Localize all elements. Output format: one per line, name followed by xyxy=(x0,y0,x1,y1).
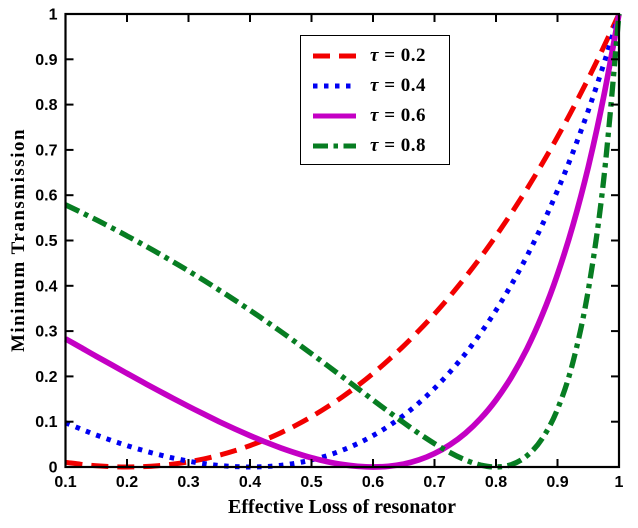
x-tick-label: 0.4 xyxy=(239,474,261,491)
x-tick-label: 0.1 xyxy=(54,474,76,491)
y-tick-label: 0.2 xyxy=(35,369,57,386)
legend-value-text: = 0.8 xyxy=(378,135,427,156)
legend-value-text: = 0.6 xyxy=(378,105,427,126)
y-tick-label: 0.7 xyxy=(35,142,57,159)
curve-tau-0.6 xyxy=(64,13,622,470)
x-tick-label: 0.5 xyxy=(300,474,322,491)
legend-value-text: = 0.4 xyxy=(378,75,427,96)
legend-label: τ = 0.8 xyxy=(370,135,426,157)
legend-label: τ = 0.6 xyxy=(370,105,426,127)
legend-item-tau-0.6: τ = 0.6 xyxy=(312,101,449,131)
y-tick-label: 0.8 xyxy=(35,97,57,114)
tau-symbol: τ xyxy=(370,45,379,66)
y-tick-label: 0.6 xyxy=(35,188,57,205)
legend-item-tau-0.2: τ = 0.2 xyxy=(312,41,449,71)
x-axis-title: Effective Loss of resonator xyxy=(228,496,456,518)
tau-symbol: τ xyxy=(370,105,379,126)
legend-line-sample-dotted-blue xyxy=(313,83,356,89)
x-tick-label: 1 xyxy=(615,474,624,491)
y-tick-label: 0.5 xyxy=(35,233,57,250)
y-tick-label: 0.4 xyxy=(35,278,57,295)
legend-item-tau-0.8: τ = 0.8 xyxy=(312,131,449,161)
tau-symbol: τ xyxy=(370,75,379,96)
legend-label: τ = 0.4 xyxy=(370,75,426,97)
curve-tau-0.8 xyxy=(64,13,622,470)
legend-item-tau-0.4: τ = 0.4 xyxy=(312,71,449,101)
y-tick-label: 0 xyxy=(49,460,58,477)
x-tick-label: 0.9 xyxy=(546,474,568,491)
y-tick-label: 0.1 xyxy=(35,414,57,431)
legend: τ = 0.2 τ = 0.4 τ = 0.6 τ = 0.8 xyxy=(300,35,450,165)
x-tick-label: 0.8 xyxy=(485,474,507,491)
y-axis-title: Minimum Transmission xyxy=(8,127,29,353)
legend-value-text: = 0.2 xyxy=(378,45,427,66)
x-tick-label: 0.3 xyxy=(177,474,199,491)
x-tick-label: 0.7 xyxy=(423,474,445,491)
legend-line-sample-dashdot-green xyxy=(313,143,356,149)
legend-label: τ = 0.2 xyxy=(370,45,426,67)
y-tick-label: 0.3 xyxy=(35,324,57,341)
legend-line-sample-dashed-red xyxy=(313,53,356,59)
y-tick-label: 1 xyxy=(49,7,58,24)
x-tick-label: 0.2 xyxy=(116,474,138,491)
x-tick-label: 0.6 xyxy=(362,474,384,491)
y-tick-label: 0.9 xyxy=(35,52,57,69)
tau-symbol: τ xyxy=(370,135,379,156)
curve-tau-0.2 xyxy=(65,12,622,470)
legend-line-sample-solid-magenta xyxy=(313,113,356,119)
